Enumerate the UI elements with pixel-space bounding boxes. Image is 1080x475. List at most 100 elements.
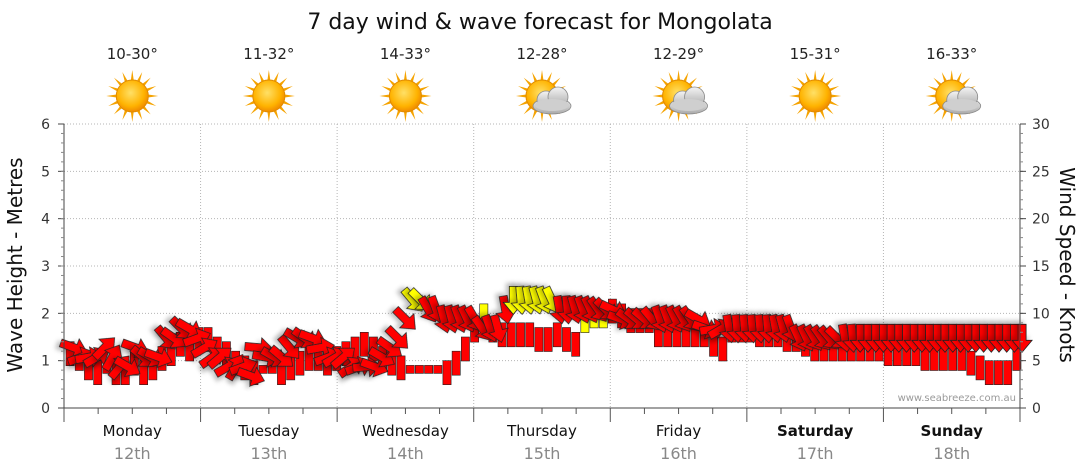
sun-ray [381, 86, 392, 92]
y-tick-right-label: 20 [1032, 212, 1050, 228]
cloud-part [535, 99, 569, 111]
wave-bar [359, 331, 369, 357]
day-date-label: 18th [933, 444, 970, 463]
sun-ray [796, 106, 805, 115]
sun-ray [395, 71, 401, 82]
wave-bar [414, 365, 424, 374]
sun-ray [258, 110, 265, 121]
sun-ray [108, 100, 119, 106]
sun-disc [798, 79, 832, 113]
sun-ray [532, 110, 538, 121]
sun-ray [961, 77, 971, 86]
sun-ray [142, 77, 151, 86]
sun-ray [517, 100, 528, 106]
day-name-label: Tuesday [237, 422, 299, 440]
wave-bar [506, 322, 516, 348]
day-date-label: 13th [250, 444, 287, 463]
wave-bar [966, 350, 976, 376]
sun-ray [381, 100, 392, 106]
wind-arrow [1011, 323, 1033, 353]
sun-ray [273, 71, 279, 82]
day-date-label: 12th [114, 444, 151, 463]
sun-ray [244, 100, 255, 106]
sun-ray [267, 111, 271, 122]
sun-rays [106, 70, 159, 122]
temperature-range: 12-29° [653, 45, 704, 63]
sun-ray [395, 110, 401, 121]
y-tick-left-label: 5 [41, 164, 50, 180]
sun-ray [146, 100, 157, 106]
day-name-label: Thursday [506, 422, 577, 440]
y-tick-right-label: 10 [1032, 306, 1050, 322]
sun-disc [252, 79, 286, 113]
y-tick-right-label: 25 [1032, 164, 1050, 180]
sun-rays [789, 70, 842, 122]
day-name-label: Monday [103, 422, 162, 440]
sun-ray [113, 77, 123, 86]
sun-ray [540, 111, 544, 122]
sun-ray [829, 86, 840, 92]
sun-ray [267, 70, 271, 81]
wave-bar [295, 350, 305, 376]
wave-bar [516, 322, 525, 348]
sun-ray [927, 100, 938, 106]
sun-ray [956, 71, 962, 82]
sun-ray [148, 94, 159, 98]
temperature-range: 14-33° [380, 45, 431, 63]
sun-ray [122, 110, 128, 121]
sun-disc [388, 79, 422, 113]
sun-ray [796, 77, 805, 86]
partly-cloudy-icon [516, 70, 572, 122]
sun-ray [284, 94, 295, 98]
sunny-icon [789, 70, 842, 122]
temperature-range: 12-28° [516, 45, 567, 63]
sun-ray [825, 77, 834, 86]
y-tick-left-label: 6 [41, 117, 50, 133]
cloud-part [671, 99, 706, 111]
wave-bar [571, 331, 581, 357]
wave-bar [975, 355, 985, 381]
partly-cloudy-icon [652, 70, 708, 122]
chart-title: 7 day wind & wave forecast for Mongolata [307, 10, 772, 35]
sun-ray [831, 94, 842, 98]
sun-ray [933, 77, 942, 86]
sun-ray [660, 77, 669, 86]
sun-ray [819, 110, 826, 121]
sun-ray [829, 100, 840, 106]
sun-ray [950, 70, 954, 81]
sun-ray [677, 111, 681, 122]
sun-ray [941, 110, 947, 121]
wave-bar [984, 360, 994, 386]
sun-ray [688, 77, 697, 86]
y-tick-right-label: 15 [1032, 259, 1050, 275]
sun-ray [791, 86, 801, 92]
wave-bar [718, 336, 728, 362]
wave-bar [424, 365, 433, 374]
sun-ray [677, 70, 681, 81]
sun-ray [108, 86, 119, 92]
y-tick-right-label: 0 [1032, 401, 1041, 417]
sun-ray [137, 71, 143, 82]
wind-arrow [392, 306, 416, 330]
sun-ray [403, 111, 407, 122]
sun-ray [387, 106, 396, 115]
sun-ray [403, 70, 407, 81]
sun-ray [683, 71, 689, 82]
sun-ray [813, 70, 817, 81]
wave-bar [258, 365, 268, 374]
sun-ray [415, 106, 424, 115]
sun-ray [819, 71, 826, 82]
day-name-label: Saturday [777, 422, 854, 440]
sunny-icon [106, 70, 159, 122]
sun-ray [789, 94, 800, 98]
sun-ray [137, 110, 143, 121]
wave-bar [451, 350, 461, 376]
sun-ray [660, 106, 669, 115]
sun-ray [927, 86, 938, 92]
sun-ray [654, 86, 665, 92]
y-axis-right-label: Wind Speed - Knots [1055, 167, 1079, 363]
wave-bar [433, 365, 443, 374]
wind-arrow [113, 355, 141, 377]
sun-ray [250, 77, 259, 86]
